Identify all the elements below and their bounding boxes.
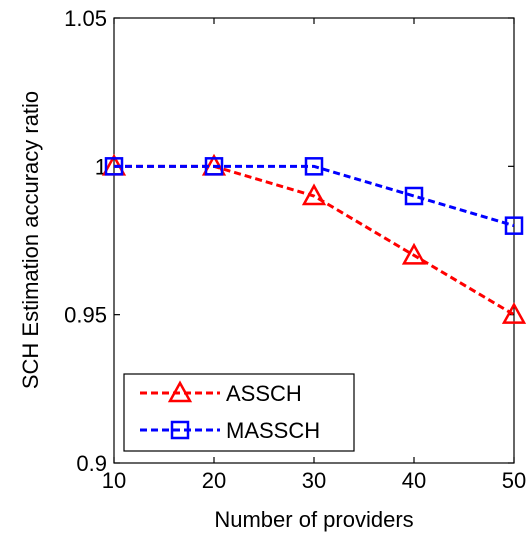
y-axis-label: SCH Estimation accuracy ratio [18,91,43,389]
data-point-massch-40 [404,186,424,206]
data-point-massch-30 [304,157,324,176]
data-point-assch-40 [401,242,427,265]
x-axis-ticks: 10 20 30 40 50 [102,18,526,493]
y-tick-label-0: 0.9 [76,451,107,476]
legend-items [140,380,220,440]
legend: ASSCH MASSCH [123,373,355,452]
x-tick-label-20: 20 [202,468,226,493]
x-tick-label-10: 10 [102,468,126,493]
x-tick-label-30: 30 [302,468,326,493]
y-tick-label-3: 1.05 [64,6,107,31]
data-point-assch-30 [301,183,327,206]
series-line-massch [114,164,515,228]
x-tick-label-50: 50 [502,468,526,493]
y-tick-label-1: 0.95 [64,303,107,328]
data-point-massch-10 [104,157,124,176]
legend-marker-massch [170,420,190,440]
legend-label-assch: ASSCH [226,381,302,406]
legend-marker-assch [167,380,193,403]
legend-label-massch: MASSCH [226,418,320,443]
series-layer [101,153,527,324]
data-point-assch-50 [501,302,527,324]
data-point-massch-20 [204,157,224,176]
legend-box [123,373,355,452]
x-tick-label-40: 40 [402,468,426,493]
data-point-massch-50 [504,216,524,235]
x-axis-label: Number of providers [214,507,413,532]
